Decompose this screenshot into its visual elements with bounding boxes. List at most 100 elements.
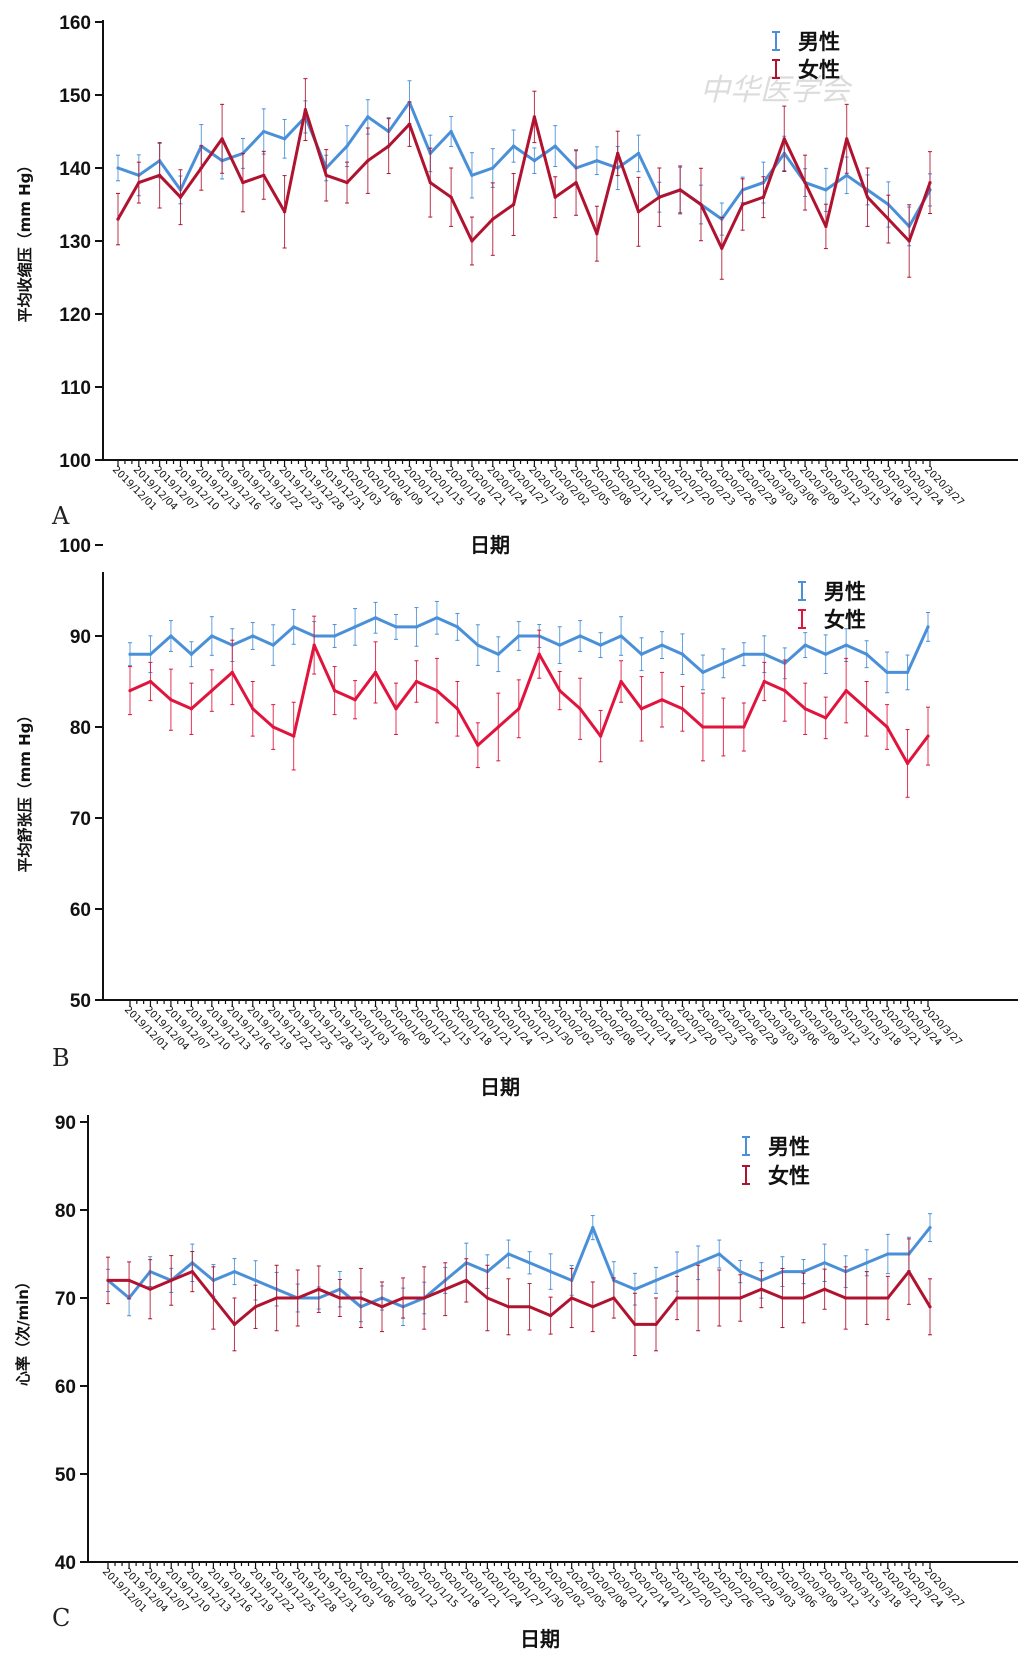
data-point [401, 1296, 405, 1300]
data-point [275, 1296, 279, 1300]
data-point [801, 1270, 806, 1274]
y-tick-label: 60 [55, 1377, 76, 1398]
panel-letter: C [52, 1604, 70, 1632]
data-point [824, 188, 828, 192]
data-point [803, 707, 807, 711]
data-point [455, 625, 459, 629]
data-point [803, 181, 807, 185]
data-point [639, 652, 644, 656]
y-tick-label: 90 [70, 627, 91, 648]
data-point [907, 239, 911, 243]
data-point [496, 725, 500, 729]
data-point [333, 689, 337, 693]
series-line [107, 1226, 932, 1309]
data-point [303, 108, 307, 112]
data-point [762, 679, 766, 684]
data-point [262, 173, 266, 177]
data-point [373, 670, 378, 675]
y-ticks: 50 60 70 80 90 100 [59, 536, 103, 1012]
data-point [885, 725, 889, 729]
data-point [678, 188, 682, 192]
data-point [282, 137, 287, 141]
panel-letter: A [51, 502, 70, 530]
data-point [595, 232, 599, 236]
data-point [599, 734, 603, 738]
data-point [905, 761, 910, 766]
data-point [485, 1296, 489, 1300]
data-point [570, 1296, 574, 1300]
data-point [553, 144, 557, 148]
data-point [578, 634, 582, 638]
data-point [578, 707, 582, 711]
data-point [537, 652, 541, 656]
series-line [116, 108, 932, 250]
data-point [366, 159, 370, 163]
legend-male-label: 男性 [824, 580, 866, 604]
data-point [680, 707, 685, 711]
data-point [549, 1314, 553, 1318]
data-point [549, 1270, 553, 1274]
data-point [353, 698, 357, 702]
data-point [532, 159, 537, 163]
data-point [241, 181, 245, 185]
data-point [527, 1305, 532, 1309]
data-point [517, 634, 521, 638]
data-point [210, 689, 214, 693]
legend: 男性 女性 [798, 580, 866, 632]
data-point [338, 1296, 342, 1300]
data-point [591, 1226, 595, 1230]
data-point [721, 725, 725, 729]
data-point [470, 239, 474, 243]
series-group [128, 600, 930, 798]
data-point [926, 734, 930, 738]
data-point [905, 670, 910, 675]
data-point [211, 1296, 215, 1300]
data-point [230, 670, 234, 675]
data-point [414, 679, 419, 684]
y-tick-label: 60 [70, 900, 91, 921]
data-point [675, 1296, 679, 1300]
legend-female-label: 女性 [824, 608, 866, 632]
legend: 男性 女性 [742, 1135, 810, 1188]
data-point [675, 1270, 679, 1274]
series-group [116, 78, 932, 280]
x-axis-title: 日期 [520, 1627, 560, 1651]
panel-a: 100 110 120 130 140 150 160 2019/12/012019/12/… [16, 13, 1018, 557]
data-point [591, 1305, 595, 1309]
y-tick-label: 50 [70, 991, 91, 1012]
series-male [128, 600, 930, 694]
data-point [717, 1252, 721, 1256]
data-point [116, 217, 120, 221]
data-point [317, 1287, 321, 1291]
data-point [394, 625, 398, 629]
data-point [476, 643, 480, 647]
data-point [148, 652, 153, 656]
data-point [496, 652, 500, 656]
data-point [148, 1287, 152, 1291]
data-point [845, 137, 849, 141]
data-point [845, 173, 849, 177]
y-tick-label: 80 [70, 718, 91, 739]
data-point [476, 743, 480, 747]
y-tick-label: 80 [55, 1201, 76, 1222]
data-point [844, 1296, 848, 1300]
data-point [558, 643, 562, 647]
data-point [886, 1296, 890, 1300]
data-point [464, 1278, 468, 1282]
series-line [129, 643, 930, 765]
data-point [823, 1261, 827, 1265]
data-point [721, 661, 725, 665]
data-point [886, 217, 890, 221]
data-point [128, 689, 132, 693]
data-point [517, 707, 521, 711]
legend-female-label: 女性 [798, 58, 840, 82]
data-point [312, 643, 316, 647]
data-point [251, 634, 255, 638]
data-point [373, 616, 378, 620]
data-point [717, 1296, 721, 1300]
legend-female-label: 女性 [768, 1164, 810, 1188]
data-point [844, 643, 848, 647]
data-point [511, 144, 516, 148]
x-ticks: 2019/12/012019/12/042019/12/072019/12/10… [122, 1000, 964, 1053]
data-point [491, 166, 495, 170]
